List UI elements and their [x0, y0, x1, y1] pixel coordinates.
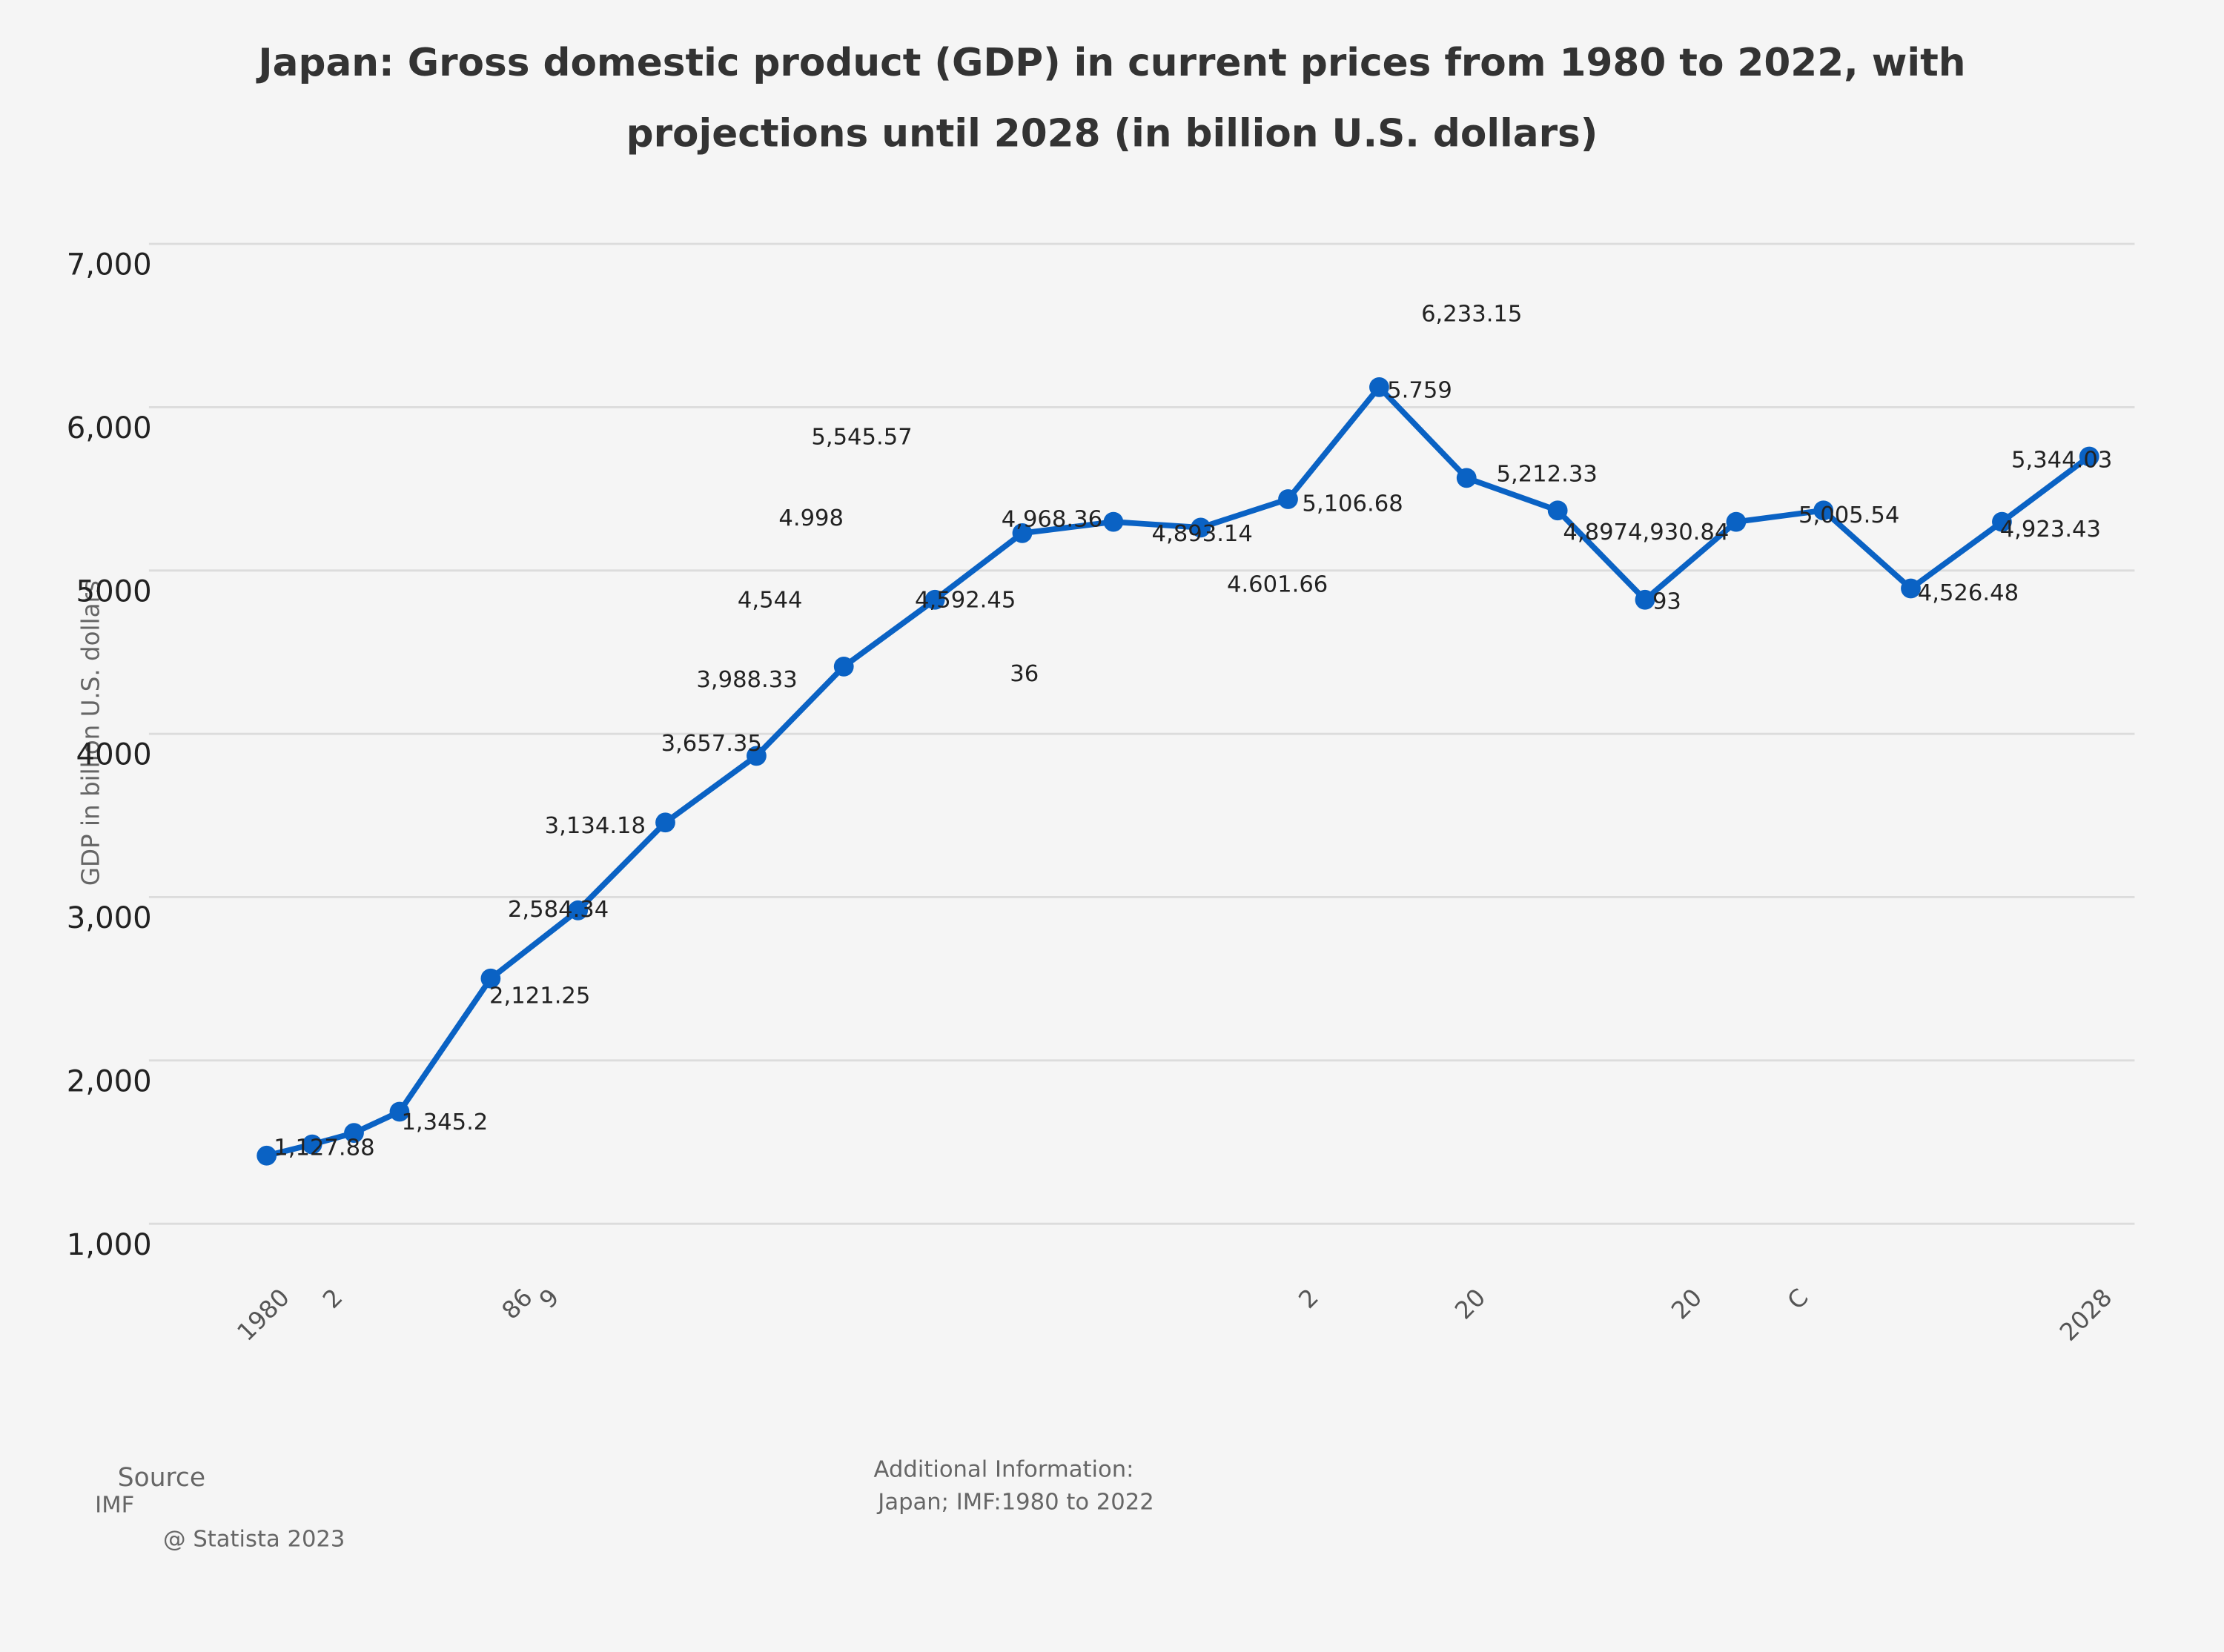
data-point: [833, 656, 854, 677]
data-point: [302, 1134, 322, 1155]
data-label: 4.601.66: [1227, 572, 1328, 598]
data-label: 5.759: [1387, 378, 1452, 404]
data-point: [1278, 489, 1298, 509]
data-label: 4,968.36: [1002, 507, 1102, 533]
data-label: 4,893.14: [1152, 521, 1253, 547]
y-tick-label: 1,000: [67, 1228, 152, 1262]
data-label: 2,584.34: [508, 897, 609, 923]
data-label: 1,127.88: [274, 1135, 374, 1161]
data-label: 4,526.48: [1918, 580, 2019, 606]
data-point: [1726, 511, 1747, 532]
data-point: [1103, 511, 1124, 532]
data-label: 4.998: [778, 505, 844, 531]
data-point: [924, 589, 945, 610]
data-point: [1635, 589, 1655, 610]
data-label: 3,988.33: [696, 667, 797, 693]
data-point: [1547, 500, 1568, 521]
additional-info: Japan; IMF:1980 to 2022: [876, 1490, 1154, 1516]
data-point: [1369, 376, 1389, 397]
y-tick-label: 2,000: [67, 1064, 152, 1098]
additional-info-title: Additional Information:: [874, 1457, 1134, 1483]
data-label: 4,923.43: [2000, 517, 2101, 543]
data-point: [568, 900, 589, 920]
data-point: [655, 812, 675, 833]
data-label: 2,121.25: [489, 983, 590, 1009]
data-point: [747, 746, 767, 766]
data-point: [344, 1123, 364, 1144]
chart-title: Japan: Gross domestic product (GDP) in c…: [256, 41, 1965, 85]
copyright: @ Statista 2023: [163, 1526, 345, 1552]
data-label: 5,005.54: [1798, 502, 1899, 528]
data-label: 4,8974,930.84: [1563, 520, 1729, 545]
data-label: 3,657.35: [661, 731, 762, 757]
data-point: [1813, 500, 1834, 521]
data-label: 93: [1652, 589, 1681, 615]
data-label: 5,106.68: [1302, 491, 1403, 517]
data-point: [2079, 446, 2099, 467]
y-tick-label: 5000: [76, 574, 152, 608]
data-label: 4,544: [738, 588, 803, 614]
chart-title: projections until 2028 (in billion U.S. …: [626, 112, 1598, 156]
data-point: [1012, 523, 1033, 543]
source: IMF: [95, 1492, 134, 1518]
data-label: 1,345.2: [401, 1109, 488, 1135]
data-point: [257, 1145, 277, 1166]
data-label: 5,545.57: [811, 425, 912, 451]
data-point: [389, 1101, 410, 1122]
y-tick-label: 3,000: [67, 901, 152, 935]
y-tick-label: 7,000: [67, 248, 152, 282]
data-point: [1992, 511, 2012, 532]
data-point: [480, 968, 501, 989]
y-axis-label: GDP in billion U.S. dollars: [76, 580, 105, 886]
y-tick-label: 6,000: [67, 411, 152, 445]
data-point: [1901, 578, 1921, 599]
y-tick-label: 4000: [76, 738, 152, 772]
data-label: 5,344.03: [2011, 447, 2112, 473]
data-label: 5,212.33: [1496, 461, 1597, 487]
source-title: Source: [118, 1463, 205, 1493]
data-point: [1191, 517, 1211, 538]
data-label: 4,592.45: [915, 588, 1016, 614]
data-label: 36: [1010, 661, 1039, 687]
data-label: 3,134.18: [545, 813, 646, 839]
data-point: [1456, 468, 1477, 488]
data-label: 6,233.15: [1421, 301, 1522, 327]
